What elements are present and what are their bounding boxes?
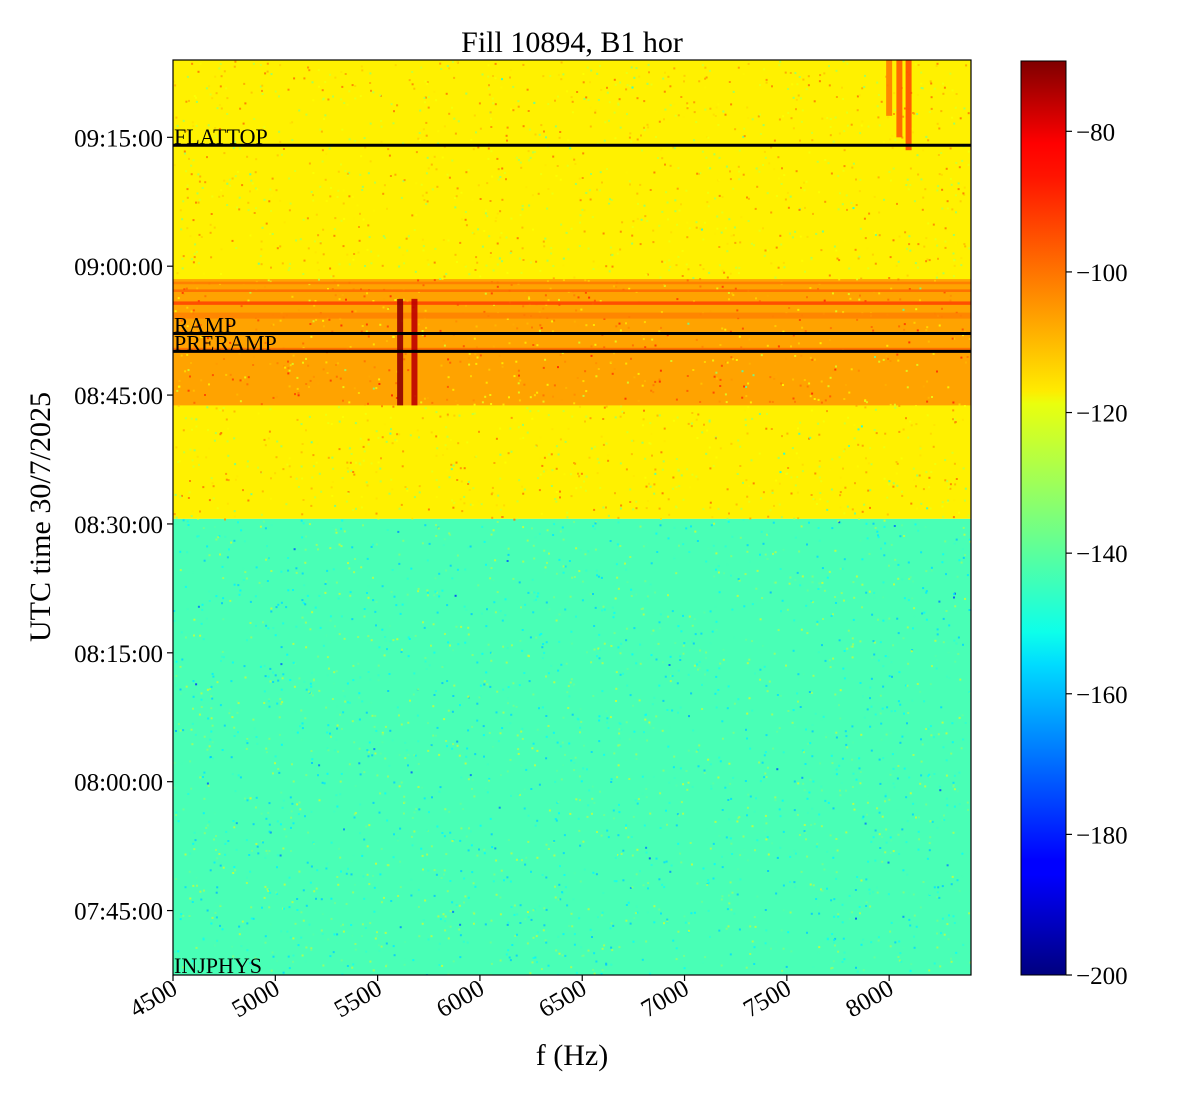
x-tick-label: 5500: [330, 975, 387, 1023]
y-tick-label: 09:15:00: [74, 125, 163, 152]
x-tick-label: 5000: [228, 975, 285, 1023]
y-tick-label: 08:30:00: [74, 512, 163, 539]
colorbar-tick-label: −80: [1076, 119, 1115, 146]
phase-label: FLATTOP: [174, 124, 268, 149]
colorbar-tick-label: −200: [1076, 963, 1128, 990]
x-axis: 4500 5000 5500 6000 6500 7000 7500 8000: [125, 975, 898, 1023]
x-tick-label: 7000: [637, 975, 694, 1023]
colorbar-tick-label: −120: [1076, 401, 1128, 428]
colorbar: −80 −100 −120 −140 −160 −180 −200: [1020, 60, 1128, 990]
chart-title: Fill 10894, B1 hor: [461, 26, 683, 59]
heatmap-vertical-line: [896, 60, 903, 138]
y-tick-label: 07:45:00: [74, 899, 163, 926]
heatmap-region: [173, 518, 971, 975]
x-tick-label: 7500: [739, 975, 796, 1023]
heatmap-horizontal-line: [173, 289, 971, 292]
plot-area: [173, 60, 971, 975]
x-tick-label: 6500: [534, 975, 591, 1023]
x-tick-label: 6000: [432, 975, 489, 1023]
y-tick-label: 08:15:00: [74, 641, 163, 668]
colorbar-tick-label: −160: [1076, 682, 1128, 709]
heatmap-horizontal-line: [173, 281, 971, 285]
x-tick-label: 4500: [125, 975, 182, 1023]
x-axis-title: f (Hz): [536, 1039, 608, 1072]
heatmap-horizontal-line: [173, 347, 971, 351]
phase-label: RAMP: [174, 312, 236, 337]
x-tick-label: 8000: [841, 975, 898, 1023]
colorbar-tick-label: −140: [1076, 541, 1128, 568]
colorbar-tick-label: −180: [1076, 822, 1128, 849]
y-tick-label: 08:45:00: [74, 383, 163, 410]
heatmap-vertical-line: [905, 60, 912, 151]
y-axis: 07:45:00 08:00:00 08:15:00 08:30:00 08:45:00…: [74, 125, 173, 926]
heatmap-vertical-line: [886, 60, 893, 116]
y-axis-title: UTC time 30/7/2025: [24, 392, 57, 642]
y-tick-label: 09:00:00: [74, 254, 163, 281]
plot-frame: [172, 59, 972, 976]
colorbar-tick-label: −100: [1076, 260, 1128, 287]
heatmap-horizontal-line: [173, 312, 971, 319]
heatmap-horizontal-line: [173, 301, 971, 305]
phase-label: PRERAMP: [174, 330, 277, 355]
phase-label: INJPHYS: [174, 953, 262, 978]
y-tick-label: 08:00:00: [74, 770, 163, 797]
colorbar-gradient: [1020, 60, 1067, 976]
